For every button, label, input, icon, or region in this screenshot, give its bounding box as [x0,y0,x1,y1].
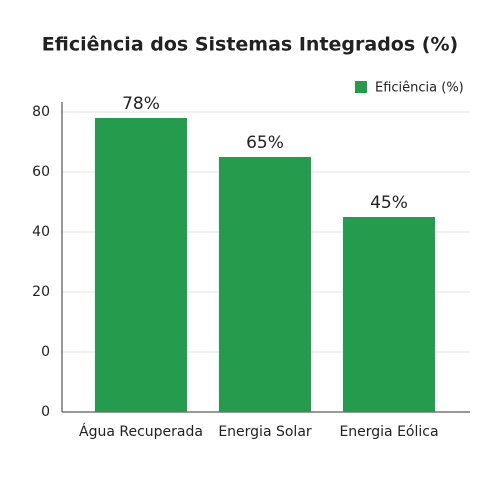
data-label: 45% [370,193,408,213]
bar [219,157,311,412]
x-tick-label: Energia Solar [218,424,312,440]
x-tick-label: Energia Eólica [339,424,438,440]
y-tick-label: 20 [32,284,50,300]
data-label: 65% [246,133,284,153]
y-tick-label: 0 [41,344,50,360]
y-tick-label: 80 [32,104,50,120]
legend-swatch [355,81,367,93]
legend-label: Eficiência (%) [375,81,464,96]
data-label: 78% [122,94,160,114]
bar [95,118,187,412]
y-tick-label: 0 [41,404,50,420]
x-tick-label: Água Recuperada [79,423,203,440]
y-tick-label: 60 [32,164,50,180]
chart-title: Eficiência dos Sistemas Integrados (%) [42,34,458,56]
bar [343,217,435,412]
y-tick-label: 40 [32,224,50,240]
